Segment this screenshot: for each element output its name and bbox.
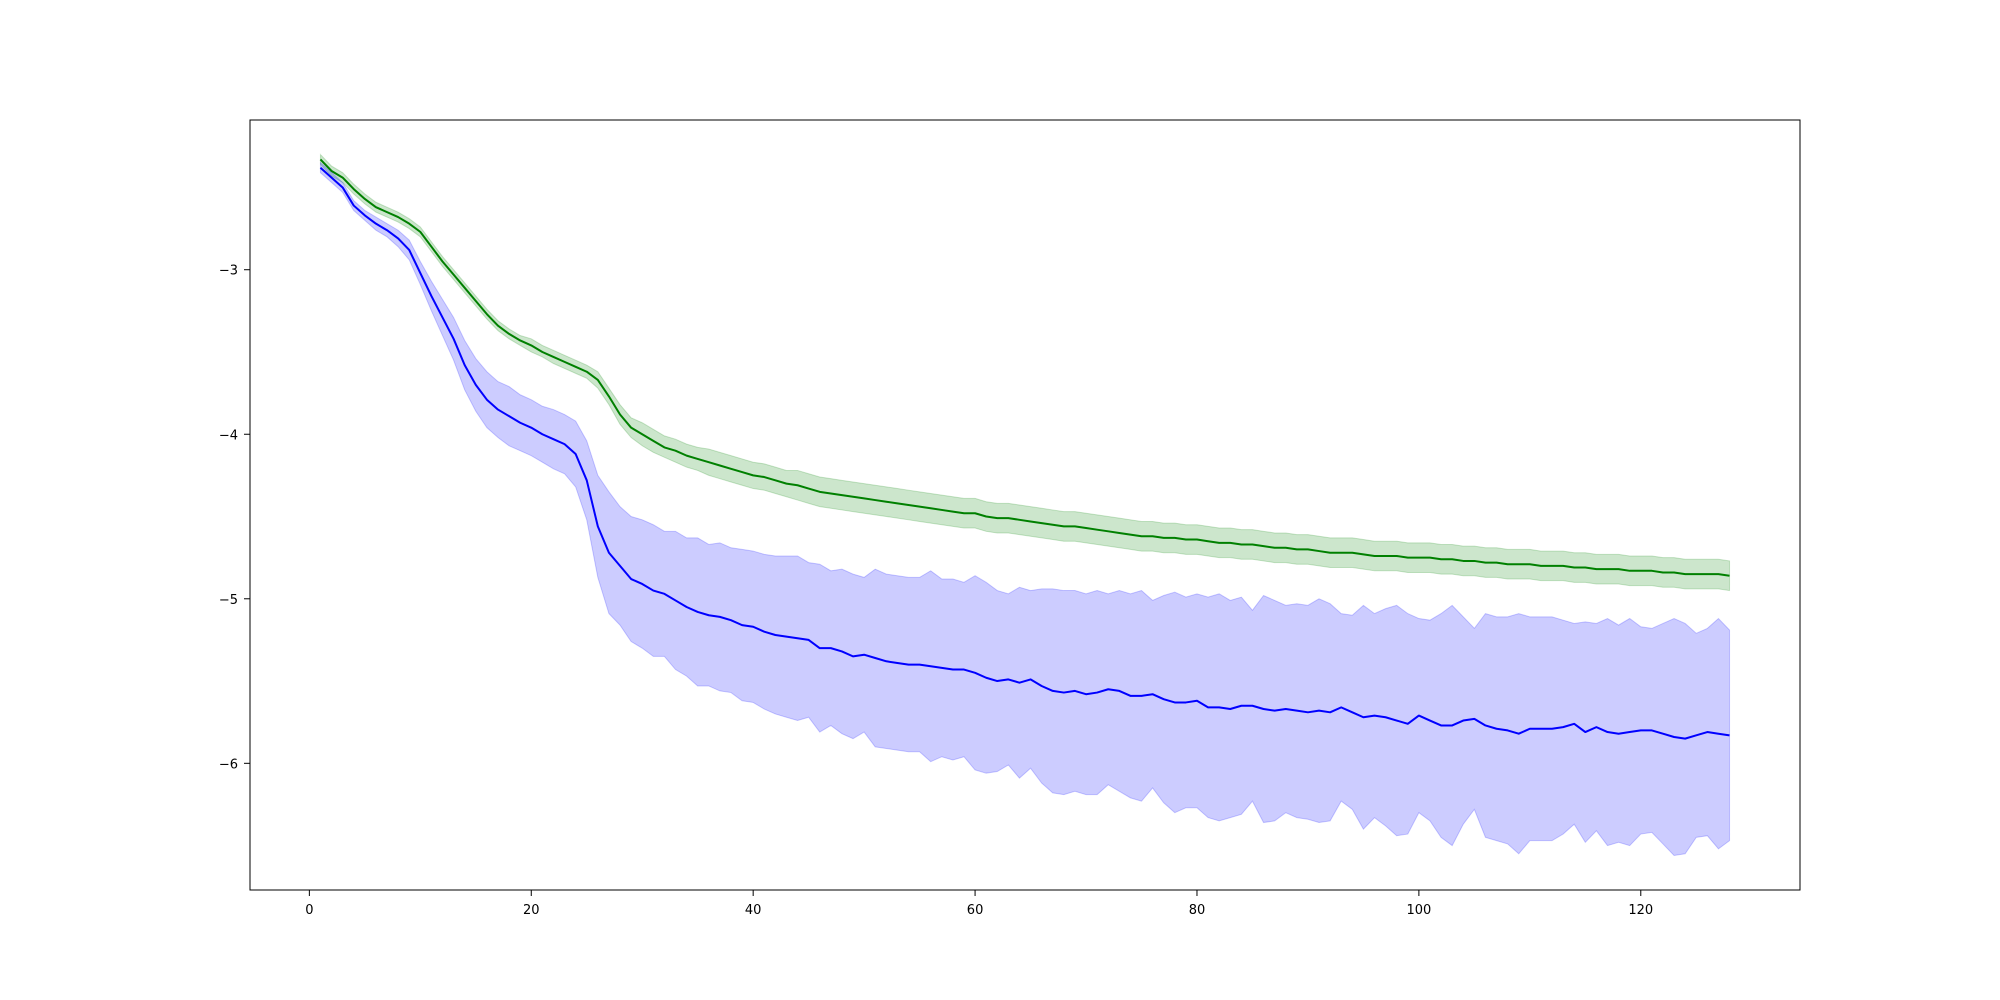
axes-background — [250, 120, 1800, 890]
x-tick-label: 60 — [967, 903, 984, 918]
axes-frame — [249, 119, 1801, 891]
series-2-band — [319, 161, 1731, 856]
plot-area — [249, 119, 1801, 891]
x-tick-label: 20 — [523, 903, 540, 918]
y-tick-label: −4 — [219, 428, 238, 443]
x-axis: 0 20 40 60 80 100 120 — [305, 890, 1653, 918]
series-1-band — [319, 153, 1731, 592]
series-1-line — [319, 158, 1730, 577]
x-tick-label: 0 — [305, 903, 313, 918]
y-tick-label: −5 — [219, 593, 238, 608]
y-axis: −6 −5 −4 −3 — [219, 264, 250, 772]
y-tick-label: −6 — [219, 757, 238, 772]
x-tick-label: 100 — [1406, 903, 1431, 918]
y-tick-label: −3 — [219, 264, 238, 279]
series-2-line — [319, 166, 1730, 740]
x-tick-label: 40 — [745, 903, 762, 918]
x-tick-label: 120 — [1628, 903, 1653, 918]
x-tick-label: 80 — [1189, 903, 1206, 918]
series-lines — [319, 158, 1730, 740]
confidence-bands — [319, 153, 1731, 856]
